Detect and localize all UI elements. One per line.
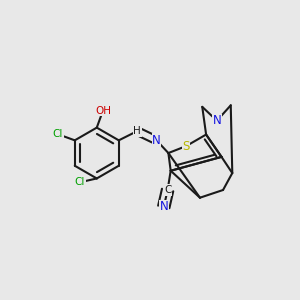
Text: S: S xyxy=(182,140,190,153)
Text: N: N xyxy=(212,114,221,127)
Text: Cl: Cl xyxy=(52,129,63,139)
Text: H: H xyxy=(134,126,141,136)
Text: N: N xyxy=(152,134,161,147)
Text: OH: OH xyxy=(95,106,111,116)
Text: H: H xyxy=(134,126,141,136)
Text: Cl: Cl xyxy=(52,129,63,139)
Text: N: N xyxy=(152,134,161,147)
Text: OH: OH xyxy=(95,106,111,116)
Text: Cl: Cl xyxy=(75,177,85,187)
Text: N: N xyxy=(159,200,168,213)
Text: Cl: Cl xyxy=(75,177,85,187)
Text: C: C xyxy=(164,185,171,195)
